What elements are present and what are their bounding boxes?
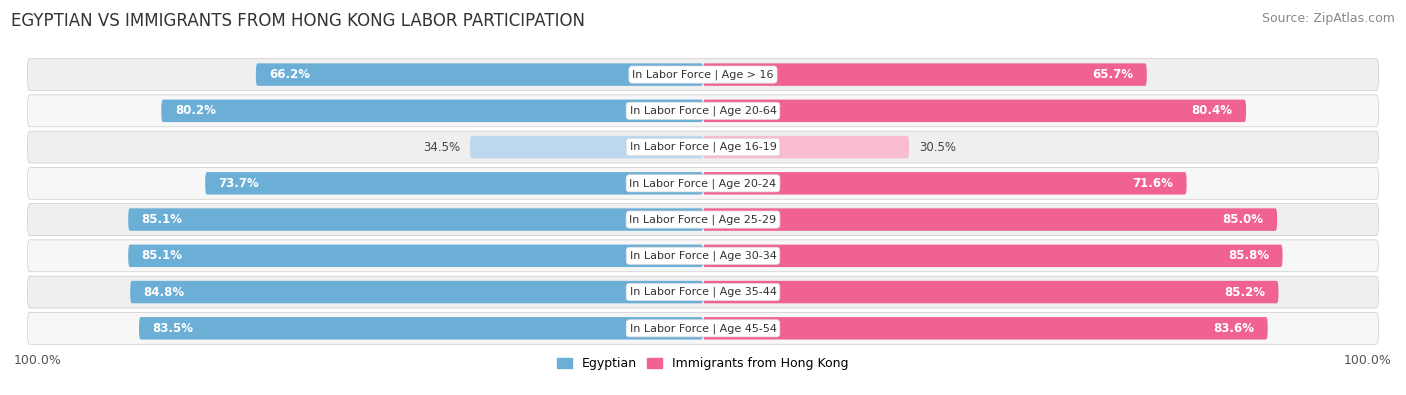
Text: In Labor Force | Age 20-24: In Labor Force | Age 20-24 (630, 178, 776, 188)
Text: 80.4%: 80.4% (1191, 104, 1233, 117)
Text: 85.2%: 85.2% (1225, 286, 1265, 299)
Text: EGYPTIAN VS IMMIGRANTS FROM HONG KONG LABOR PARTICIPATION: EGYPTIAN VS IMMIGRANTS FROM HONG KONG LA… (11, 12, 585, 30)
Text: 65.7%: 65.7% (1092, 68, 1133, 81)
FancyBboxPatch shape (28, 131, 1378, 163)
FancyBboxPatch shape (470, 136, 703, 158)
FancyBboxPatch shape (703, 317, 1268, 340)
Text: 66.2%: 66.2% (270, 68, 311, 81)
Text: 100.0%: 100.0% (1344, 354, 1392, 367)
Text: In Labor Force | Age 25-29: In Labor Force | Age 25-29 (630, 214, 776, 225)
Text: 73.7%: 73.7% (219, 177, 260, 190)
Text: 83.5%: 83.5% (152, 322, 194, 335)
FancyBboxPatch shape (703, 63, 1147, 86)
Text: 85.1%: 85.1% (142, 249, 183, 262)
FancyBboxPatch shape (128, 245, 703, 267)
Text: 84.8%: 84.8% (143, 286, 184, 299)
FancyBboxPatch shape (703, 100, 1246, 122)
FancyBboxPatch shape (703, 136, 910, 158)
Text: In Labor Force | Age 30-34: In Labor Force | Age 30-34 (630, 250, 776, 261)
Text: 83.6%: 83.6% (1213, 322, 1254, 335)
FancyBboxPatch shape (703, 172, 1187, 195)
Text: Source: ZipAtlas.com: Source: ZipAtlas.com (1261, 12, 1395, 25)
FancyBboxPatch shape (205, 172, 703, 195)
Text: In Labor Force | Age 45-54: In Labor Force | Age 45-54 (630, 323, 776, 333)
FancyBboxPatch shape (28, 276, 1378, 308)
Text: 34.5%: 34.5% (423, 141, 460, 154)
FancyBboxPatch shape (28, 312, 1378, 344)
Text: 100.0%: 100.0% (14, 354, 62, 367)
Legend: Egyptian, Immigrants from Hong Kong: Egyptian, Immigrants from Hong Kong (554, 354, 852, 374)
FancyBboxPatch shape (703, 208, 1277, 231)
FancyBboxPatch shape (28, 240, 1378, 272)
FancyBboxPatch shape (139, 317, 703, 340)
Text: In Labor Force | Age 20-64: In Labor Force | Age 20-64 (630, 105, 776, 116)
FancyBboxPatch shape (28, 204, 1378, 235)
Text: In Labor Force | Age 35-44: In Labor Force | Age 35-44 (630, 287, 776, 297)
Text: 71.6%: 71.6% (1132, 177, 1173, 190)
Text: In Labor Force | Age > 16: In Labor Force | Age > 16 (633, 70, 773, 80)
FancyBboxPatch shape (28, 95, 1378, 127)
FancyBboxPatch shape (703, 281, 1278, 303)
FancyBboxPatch shape (162, 100, 703, 122)
FancyBboxPatch shape (703, 245, 1282, 267)
FancyBboxPatch shape (28, 167, 1378, 199)
Text: 30.5%: 30.5% (920, 141, 956, 154)
Text: 80.2%: 80.2% (174, 104, 215, 117)
Text: 85.8%: 85.8% (1227, 249, 1270, 262)
FancyBboxPatch shape (128, 208, 703, 231)
FancyBboxPatch shape (131, 281, 703, 303)
FancyBboxPatch shape (28, 58, 1378, 90)
Text: In Labor Force | Age 16-19: In Labor Force | Age 16-19 (630, 142, 776, 152)
Text: 85.0%: 85.0% (1223, 213, 1264, 226)
FancyBboxPatch shape (256, 63, 703, 86)
Text: 85.1%: 85.1% (142, 213, 183, 226)
